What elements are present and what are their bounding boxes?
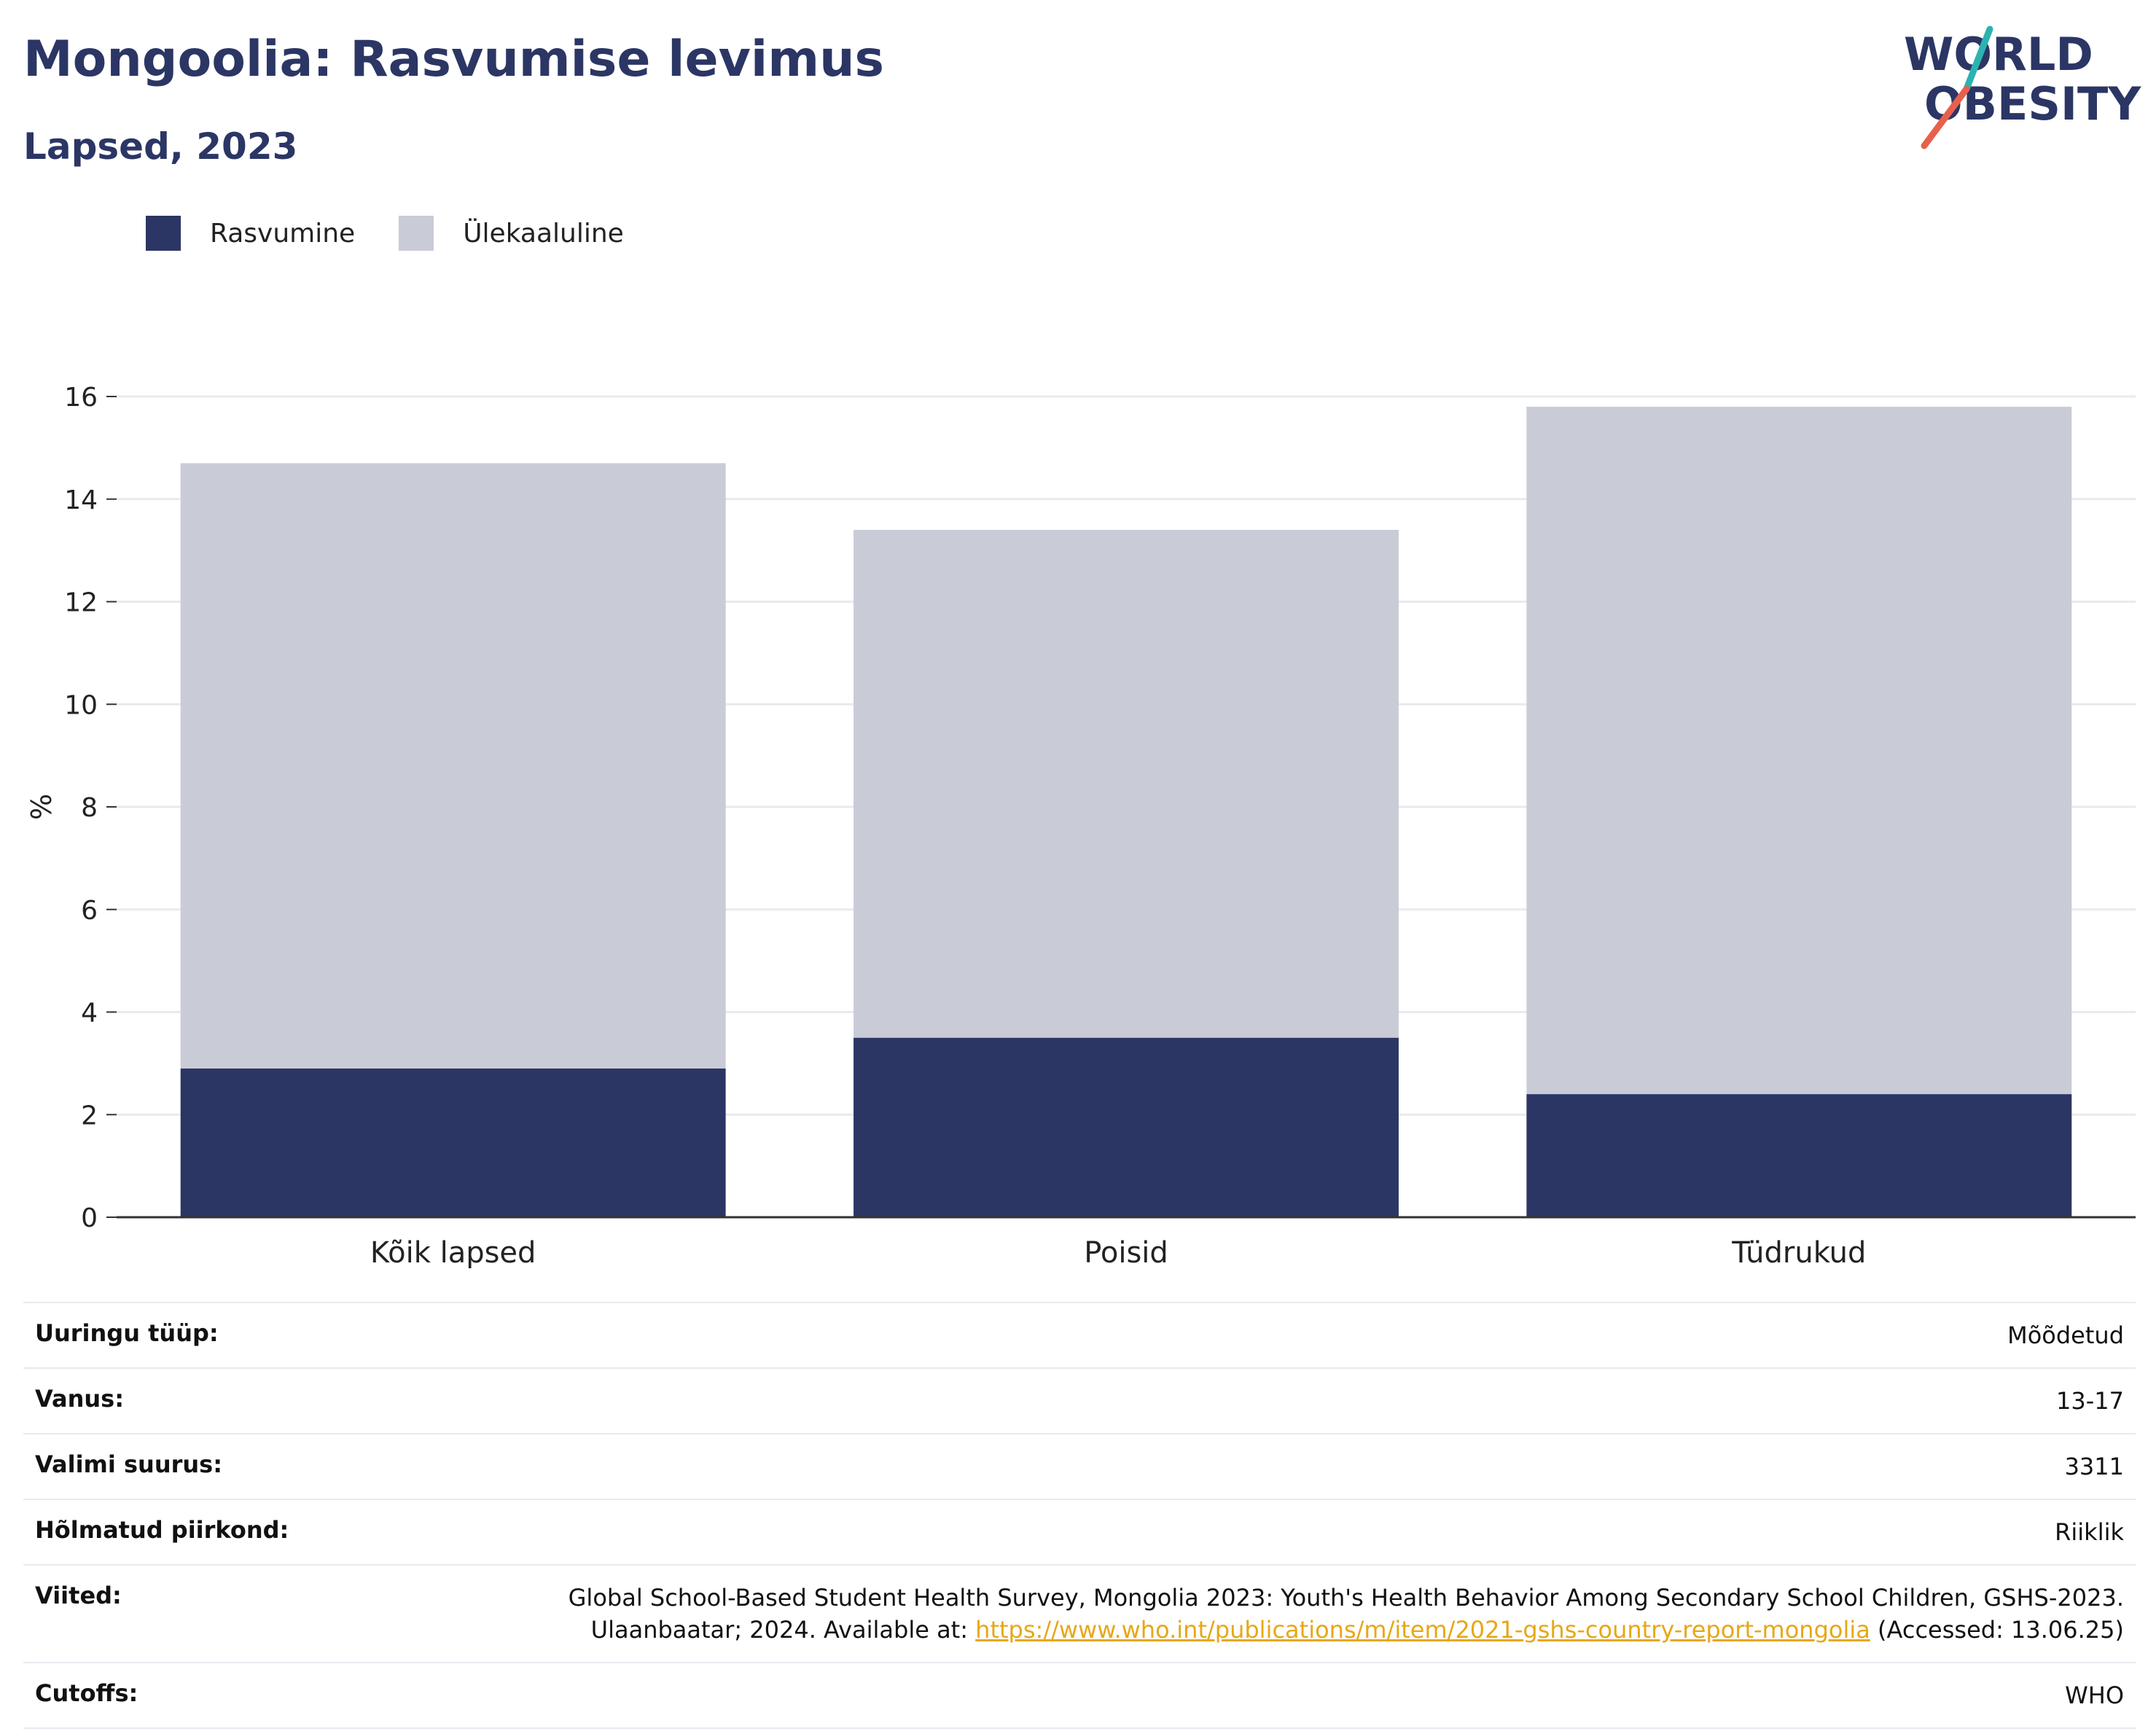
logo-word-world: WORLD — [1904, 28, 2093, 81]
x-tick-label: Kõik lapsed — [370, 1236, 536, 1268]
survey-details-table: Uuringu tüüp: Mõõdetud Vanus: 13-17 Vali… — [23, 1302, 2136, 1729]
detail-row-area: Hõlmatud piirkond: Riiklik — [23, 1499, 2136, 1565]
detail-label-sample-size: Valimi suurus: — [23, 1433, 339, 1499]
y-tick-label: 0 — [81, 1203, 98, 1233]
y-tick-label: 4 — [81, 999, 98, 1028]
detail-value-cutoffs: WHO — [338, 1662, 2136, 1729]
detail-value-survey-type: Mõõdetud — [338, 1302, 2136, 1368]
y-tick-label: 6 — [81, 896, 98, 926]
y-tick-label: 16 — [64, 383, 98, 413]
y-tick-label: 12 — [64, 588, 98, 618]
detail-value-references: Global School-Based Student Health Surve… — [338, 1564, 2136, 1663]
detail-label-cutoffs: Cutoffs: — [23, 1662, 339, 1729]
detail-row-references: Viited: Global School-Based Student Heal… — [23, 1564, 2136, 1663]
stacked-bar-chart: 0 2 4 6 8 10 12 14 16% Kõik lapsed Poisid Tüdrukud — [26, 383, 2136, 1268]
x-tick-label: Poisid — [1084, 1236, 1168, 1268]
legend-label-obesity: Rasvumine — [210, 218, 356, 249]
y-tick-label: 2 — [81, 1101, 98, 1130]
detail-label-age: Vanus: — [23, 1367, 339, 1434]
y-tick-label: 8 — [81, 793, 98, 823]
y-tick-label: 14 — [64, 485, 98, 515]
reference-line-1: Global School-Based Student Health Surve… — [568, 1584, 2124, 1612]
detail-label-area: Hõlmatud piirkond: — [23, 1499, 339, 1565]
legend-item-obesity[interactable]: Rasvumine — [146, 216, 355, 251]
detail-label-references: Viited: — [23, 1564, 339, 1663]
bar-overweight-1 — [854, 529, 1399, 1038]
page-subtitle: Lapsed, 2023 — [23, 125, 298, 168]
logo-slash-coral — [1921, 85, 1970, 149]
legend-item-overweight[interactable]: Ülekaaluline — [399, 216, 624, 251]
y-tick-label: 10 — [64, 690, 98, 720]
logo-word-obesity: OBESITY — [1924, 77, 2141, 130]
bar-obesity-2 — [1526, 1094, 2072, 1217]
detail-value-age: 13-17 — [338, 1367, 2136, 1434]
bar-obesity-1 — [854, 1037, 1399, 1217]
world-obesity-logo: WORLD OBESITY — [1902, 22, 2143, 153]
detail-row-survey-type: Uuringu tüüp: Mõõdetud — [23, 1302, 2136, 1368]
legend-swatch-overweight — [399, 216, 434, 251]
bar-overweight-0 — [180, 463, 726, 1069]
detail-label-survey-type: Uuringu tüüp: — [23, 1302, 339, 1368]
detail-row-sample-size: Valimi suurus: 3311 — [23, 1433, 2136, 1499]
chart-legend: Rasvumine Ülekaaluline — [146, 216, 668, 251]
reference-line-2-prefix: Ulaanbaatar; 2024. Available at: — [590, 1616, 976, 1644]
detail-value-sample-size: 3311 — [338, 1433, 2136, 1499]
detail-row-age: Vanus: 13-17 — [23, 1367, 2136, 1434]
y-axis-label: % — [26, 794, 58, 820]
page-title: Mongoolia: Rasvumise levimus — [23, 31, 884, 88]
bar-obesity-0 — [180, 1068, 726, 1217]
reference-link[interactable]: https://www.who.int/publications/m/item/… — [975, 1616, 1870, 1644]
detail-value-area: Riiklik — [338, 1499, 2136, 1565]
reference-line-2-suffix: (Accessed: 13.06.25) — [1870, 1616, 2124, 1644]
legend-label-overweight: Ülekaaluline — [463, 218, 624, 249]
legend-swatch-obesity — [146, 216, 181, 251]
logo-slash-teal — [1963, 26, 1993, 93]
detail-row-cutoffs: Cutoffs: WHO — [23, 1662, 2136, 1729]
bar-overweight-2 — [1526, 407, 2072, 1095]
x-tick-label: Tüdrukud — [1731, 1236, 1866, 1268]
